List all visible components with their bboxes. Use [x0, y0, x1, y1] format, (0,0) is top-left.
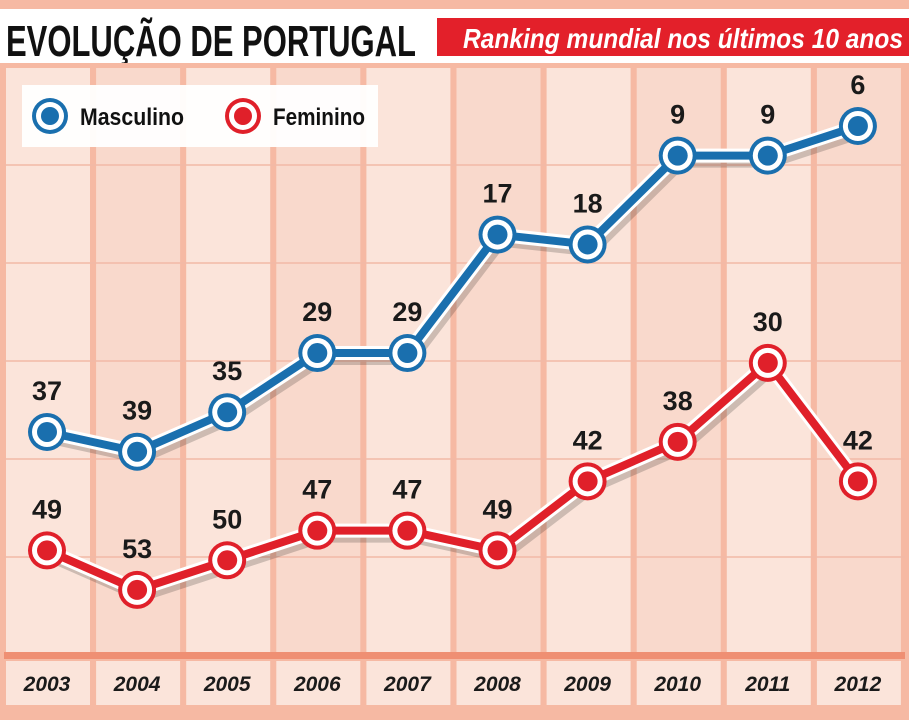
top-stripe	[0, 0, 909, 9]
data-point	[298, 334, 337, 373]
chart-subtitle: Ranking mundial nos últimos 10 anos	[463, 23, 903, 54]
data-label: 29	[392, 297, 422, 327]
year-cell	[96, 661, 181, 705]
data-point	[208, 393, 247, 432]
data-label: 49	[482, 494, 512, 524]
year-cell	[276, 661, 361, 705]
data-point	[658, 422, 697, 461]
data-point	[28, 412, 66, 451]
data-label: 9	[760, 100, 775, 130]
series-line	[46, 122, 860, 456]
data-point	[568, 225, 607, 264]
data-point	[118, 570, 157, 609]
year-cell	[816, 661, 901, 705]
data-point	[388, 511, 427, 550]
data-point	[478, 215, 517, 254]
year-label: 2005	[203, 673, 251, 696]
column-band	[546, 68, 631, 652]
year-label: 2006	[293, 673, 341, 696]
data-label: 49	[32, 494, 62, 524]
legend-marker-feminino-icon	[225, 98, 261, 134]
data-point	[298, 511, 337, 550]
year-cell	[546, 661, 631, 705]
legend: Masculino Feminino	[22, 85, 378, 147]
series-feminino: 49 53 50 47 47 49 42 38 30 42	[28, 307, 877, 609]
legend-box	[22, 85, 378, 147]
year-cell	[6, 661, 90, 705]
year-label: 2008	[473, 673, 521, 696]
data-label: 29	[302, 297, 332, 327]
year-label: 2009	[563, 673, 611, 696]
data-label: 50	[212, 504, 242, 534]
data-label: 30	[753, 307, 783, 337]
year-cell	[186, 661, 271, 705]
year-label: 2007	[383, 673, 432, 696]
data-point	[838, 462, 877, 501]
axis-band	[4, 652, 905, 659]
chart-title: EVOLUÇÃO DE PORTUGAL	[6, 16, 416, 66]
subtitle-banner	[437, 18, 909, 56]
data-point	[118, 432, 157, 471]
year-label: 2012	[834, 673, 882, 696]
data-label: 35	[212, 356, 242, 386]
data-point	[568, 462, 607, 501]
legend-label-feminino: Feminino	[273, 104, 365, 131]
year-label: 2010	[653, 673, 701, 696]
series-masculino: 37 39 35 29 29 17 18 9 9 6	[28, 70, 877, 471]
data-label: 53	[122, 534, 152, 564]
year-cell	[726, 661, 811, 705]
data-label: 42	[843, 425, 873, 455]
legend-label-masculino: Masculino	[80, 104, 184, 131]
data-point	[28, 531, 66, 570]
year-label: 2003	[23, 673, 71, 696]
data-point	[478, 531, 517, 570]
data-point	[658, 136, 697, 175]
data-label: 42	[573, 425, 603, 455]
data-point	[208, 541, 247, 580]
legend-marker-masculino-icon	[32, 98, 68, 134]
data-point	[838, 107, 877, 145]
data-label: 47	[392, 475, 422, 505]
data-label: 18	[573, 188, 603, 218]
year-cell	[366, 661, 451, 705]
data-label: 6	[850, 70, 865, 100]
data-point	[748, 136, 787, 175]
data-label: 38	[663, 386, 693, 416]
data-label: 37	[32, 376, 62, 406]
data-label: 39	[122, 396, 152, 426]
series-line	[45, 358, 862, 594]
data-label: 47	[302, 475, 332, 505]
data-label: 9	[670, 100, 685, 130]
year-cell	[636, 661, 721, 705]
data-point	[388, 334, 427, 373]
year-cell	[456, 661, 541, 705]
year-label: 2011	[744, 673, 790, 696]
data-point	[748, 343, 787, 382]
column-band	[816, 68, 901, 652]
data-label: 17	[482, 179, 512, 209]
column-band	[96, 68, 181, 652]
year-label: 2004	[113, 673, 161, 696]
